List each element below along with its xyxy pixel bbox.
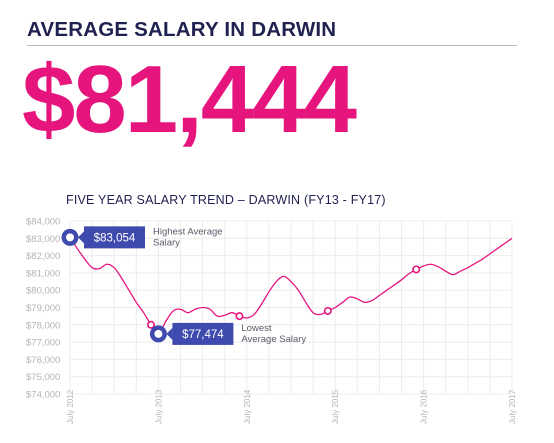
y-tick-label: $77,000 bbox=[26, 338, 60, 349]
lowest-callout-box bbox=[172, 322, 234, 345]
chart-title: FIVE YEAR SALARY TREND – DARWIN (FY13 - … bbox=[66, 193, 386, 207]
y-tick-label: $81,000 bbox=[26, 268, 60, 279]
x-tick-label: July 2014 bbox=[243, 389, 252, 424]
title-divider bbox=[27, 45, 517, 46]
y-tick-label: $76,000 bbox=[26, 355, 60, 366]
lowest-description-line: Average Salary bbox=[241, 334, 306, 345]
highest-description-line: Highest Average bbox=[153, 226, 223, 237]
x-tick-label: July 2015 bbox=[331, 389, 340, 424]
y-tick-label: $84,000 bbox=[26, 217, 60, 228]
y-tick-label: $74,000 bbox=[26, 390, 60, 401]
series-line bbox=[69, 237, 513, 335]
page-title: AVERAGE SALARY IN DARWIN bbox=[27, 18, 337, 41]
data-point-marker bbox=[147, 320, 156, 329]
lowest-value-label: $77,474 bbox=[182, 329, 224, 341]
salary-trend-chart: $84,000 $83,000 $82,000 $81,000 $80,000 $79,0… bbox=[26, 217, 517, 425]
y-tick-label: $83,000 bbox=[26, 234, 60, 245]
highest-description-line: Salary bbox=[153, 237, 180, 248]
x-tick-label: July 2016 bbox=[420, 389, 429, 424]
y-tick-label: $78,000 bbox=[26, 320, 60, 331]
y-tick-label: $79,000 bbox=[26, 303, 60, 314]
lowest-marker-center bbox=[154, 329, 163, 338]
highest-value-label: $83,054 bbox=[94, 232, 136, 244]
highest-callout-box bbox=[84, 226, 145, 249]
y-tick-label: $80,000 bbox=[26, 286, 60, 297]
lowest-callout-pointer bbox=[166, 327, 173, 340]
data-point-marker bbox=[235, 312, 244, 321]
highest-marker-center bbox=[66, 233, 74, 242]
highest-callout-pointer bbox=[78, 231, 84, 244]
average-salary-value: $81,444 bbox=[22, 46, 357, 153]
data-point-marker bbox=[323, 306, 332, 315]
lowest-description-line: Lowest bbox=[241, 323, 271, 334]
y-tick-label: $75,000 bbox=[26, 372, 60, 383]
x-tick-label: July 2017 bbox=[508, 389, 517, 424]
x-tick-label: July 2013 bbox=[154, 389, 163, 424]
x-tick-label: July 2012 bbox=[66, 389, 75, 424]
y-tick-label: $82,000 bbox=[26, 251, 60, 262]
data-point-marker bbox=[412, 265, 421, 274]
